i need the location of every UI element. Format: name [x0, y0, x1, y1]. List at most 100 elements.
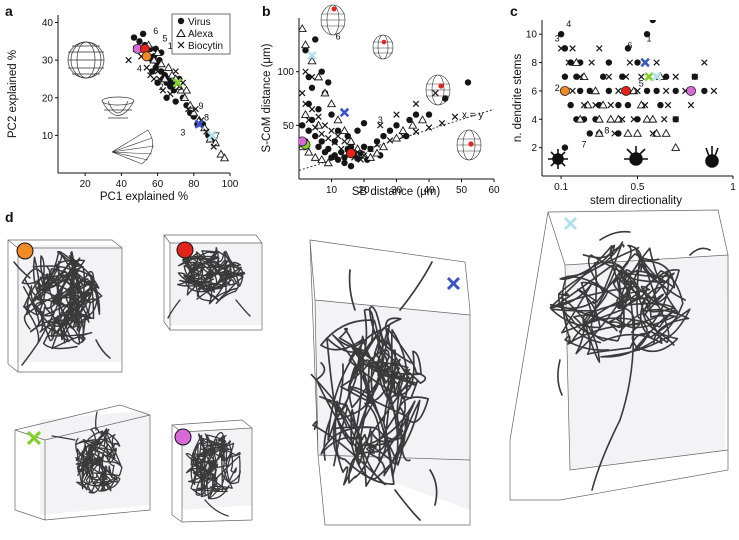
data-point-virus	[393, 122, 400, 129]
data-point-virus	[380, 132, 387, 140]
data-point-alexa	[391, 133, 402, 142]
data-point-biocytin	[451, 113, 459, 120]
panel-label-d: d	[5, 209, 14, 225]
data-point-virus	[653, 87, 660, 95]
dendrite-branch	[350, 364, 401, 466]
dendrite-branch	[183, 264, 213, 291]
color-marker-red	[176, 241, 194, 259]
data-point-alexa	[333, 115, 343, 124]
data-point-virus	[561, 144, 569, 151]
dendrite-branch	[689, 247, 711, 256]
data-point-virus	[172, 98, 179, 105]
data-point-biocytin	[318, 130, 325, 138]
data-point-virus	[624, 101, 632, 109]
soma	[54, 296, 62, 304]
data-point-biocytin	[373, 141, 381, 148]
panel-c-ticks: 0.1 0.5 1 2 4 6 8 10	[526, 30, 736, 193]
half-radial-neuron-icon	[624, 146, 648, 166]
x-tick-label: 100	[222, 179, 239, 190]
data-point-alexa	[571, 57, 581, 66]
data-point-biocytin	[357, 156, 364, 163]
x-tick-label: 80	[188, 179, 200, 190]
sphere-centroid-icon	[372, 34, 394, 60]
data-point-biocytin	[412, 100, 420, 108]
sphere-centroid-icon	[456, 129, 482, 161]
dendrite-branch	[52, 277, 98, 344]
data-point-virus	[360, 143, 368, 150]
data-point-virus	[130, 34, 138, 41]
dendrite-branch	[204, 499, 229, 517]
data-point-biocytin	[615, 87, 622, 95]
dendrite-branch	[208, 449, 233, 500]
point-annotation: 7	[582, 140, 587, 150]
data-point-alexa	[300, 40, 311, 49]
dendrite-branch	[186, 263, 231, 291]
data-point-virus	[308, 84, 316, 91]
highlight-point-blue	[194, 119, 204, 129]
dendrite-branch	[368, 339, 412, 400]
data-point-virus	[557, 30, 565, 38]
data-point-virus	[649, 20, 656, 24]
neuron-morphology-red	[163, 234, 263, 331]
data-point-biocytin	[569, 87, 576, 95]
y-tick-label: 8	[531, 58, 537, 69]
dendrite-branch	[600, 247, 691, 358]
color-marker-cyan	[563, 216, 578, 231]
dendrite-branch	[338, 327, 411, 403]
data-point-alexa	[632, 128, 643, 137]
dendrite-branch	[23, 255, 62, 344]
point-annotation: 5	[162, 33, 167, 43]
x-tick-label: 40	[423, 185, 435, 196]
data-point-alexa	[606, 114, 616, 123]
data-point-biocytin	[341, 138, 348, 145]
data-point-biocytin	[302, 100, 309, 108]
polarized-neuron-icon	[705, 146, 719, 168]
data-point-alexa	[642, 114, 652, 123]
point-annotation: 2	[159, 82, 164, 92]
data-point-virus	[344, 132, 351, 140]
data-point-biocytin	[580, 101, 588, 109]
data-point-virus	[354, 155, 361, 162]
dendrite-branch	[95, 411, 98, 431]
panel-a-plot: 20 40 60 80 100 10 20 30 40 PC1 explained % PC2 …	[7, 13, 239, 203]
data-point-alexa	[310, 152, 320, 161]
data-point-biocytin	[687, 101, 695, 109]
data-point-virus	[305, 100, 312, 108]
data-point-alexa	[594, 114, 604, 123]
data-point-alexa	[398, 125, 408, 134]
data-point-alexa	[346, 136, 356, 145]
data-point-virus	[328, 111, 335, 118]
data-point-biocytin	[156, 75, 163, 83]
data-point-alexa	[189, 108, 199, 117]
highlight-point-violet	[686, 85, 696, 96]
data-point-alexa	[313, 72, 324, 81]
legend: Virus Alexa Biocytin	[171, 13, 231, 55]
data-point-virus	[334, 156, 342, 163]
panel-b-ylabel: S-CoM distance (μm)	[261, 43, 273, 152]
dendrite-branch	[429, 469, 438, 506]
data-point-alexa	[219, 153, 230, 162]
soma	[206, 271, 214, 279]
data-point-biocytin	[634, 87, 641, 95]
data-point-virus	[305, 73, 312, 81]
data-point-biocytin	[630, 116, 637, 123]
dendrite-branch	[190, 435, 226, 478]
y-tick-label: 2	[531, 143, 537, 154]
data-point-virus	[299, 122, 306, 129]
y-tick-label: 100	[277, 67, 294, 78]
data-point-biocytin	[626, 59, 634, 66]
sphere-centroid-icon	[425, 74, 451, 106]
dendrite-branch	[394, 489, 421, 521]
data-point-virus	[643, 30, 651, 38]
x-tick-label: 20	[358, 185, 370, 196]
sphere-centroid-icon	[320, 4, 346, 36]
panel-label-b: b	[262, 3, 271, 19]
dendrite-branch	[339, 349, 399, 424]
legend-label-biocytin: Biocytin	[188, 41, 223, 52]
dendrite-branch	[95, 339, 111, 359]
panel-b-xlabel: SB distance (μm)	[352, 186, 441, 198]
data-point-biocytin	[192, 105, 199, 113]
x-tick-label: 1	[730, 182, 736, 193]
point-annotation: 8	[604, 125, 609, 135]
y-tick-label: 10	[526, 30, 538, 41]
